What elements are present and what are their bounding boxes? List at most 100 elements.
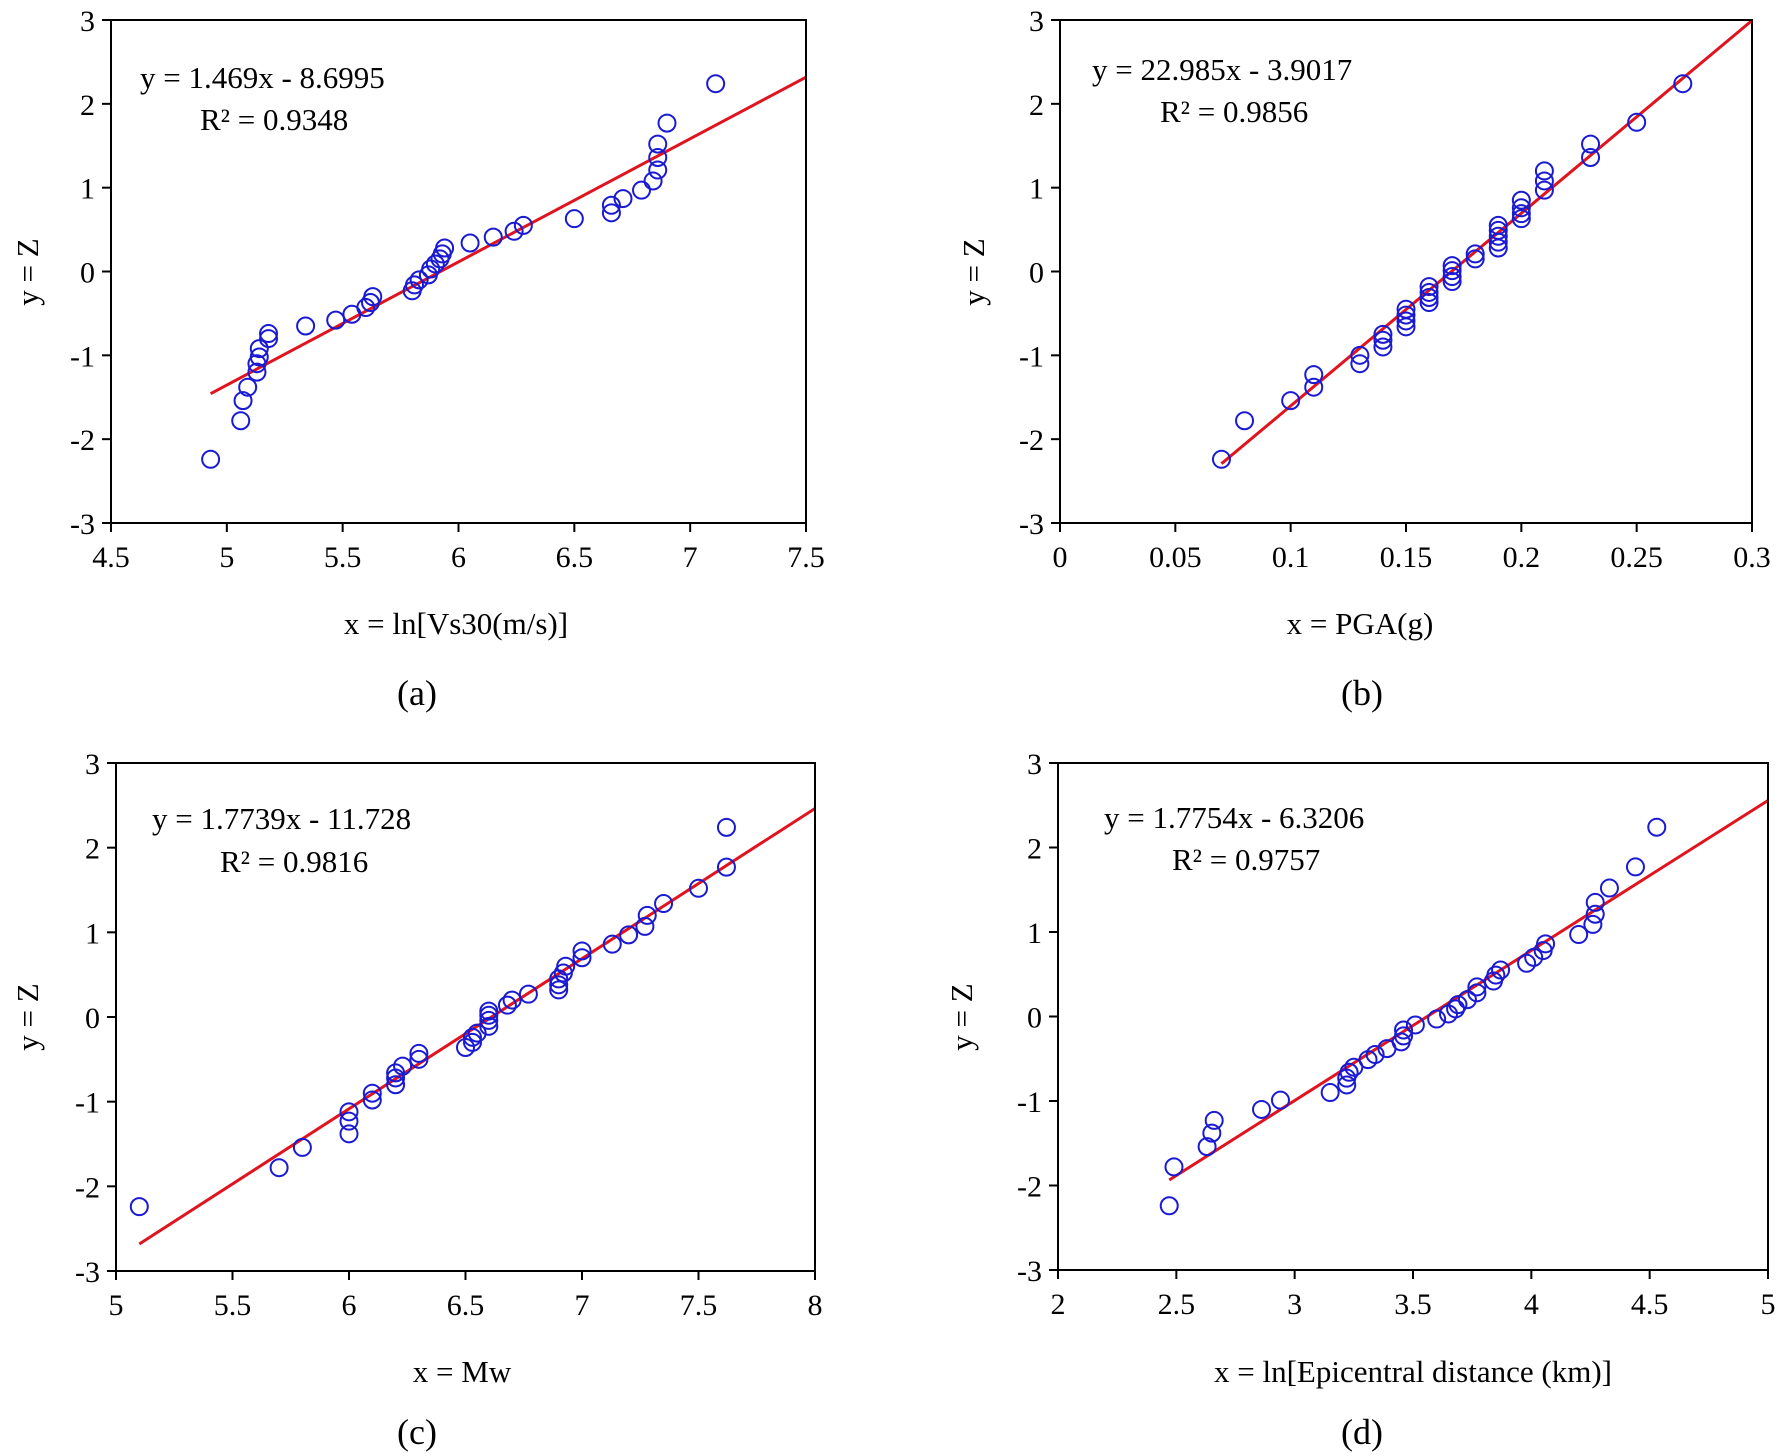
panel-b-data-point bbox=[1534, 180, 1554, 200]
panel-c-point-layer bbox=[129, 817, 736, 1217]
panel-b-data-point bbox=[1442, 267, 1462, 287]
panel-c-data-point bbox=[362, 1083, 382, 1103]
panel-b-point-layer bbox=[1211, 74, 1693, 469]
panel-b-data-point bbox=[1419, 282, 1439, 302]
panel-a-data-point bbox=[201, 449, 221, 469]
panel-a-data-point bbox=[601, 203, 621, 223]
panel-d-data-point bbox=[1394, 1026, 1414, 1046]
panel-a-y-tick-label: 2 bbox=[80, 89, 95, 122]
panel-b-x-tick-label: 0.2 bbox=[1503, 541, 1541, 574]
panel-c-data-point bbox=[467, 1023, 487, 1043]
panel-d-x-tick-label: 4 bbox=[1524, 1288, 1539, 1321]
panel-c-data-point bbox=[602, 934, 622, 954]
panel-d-data-point bbox=[1339, 1062, 1359, 1082]
panel-c-data-point bbox=[716, 857, 736, 877]
panel-b-x-tick-label: 0.25 bbox=[1610, 541, 1663, 574]
panel-b-data-point bbox=[1396, 311, 1416, 331]
panel-b-data-point bbox=[1211, 449, 1231, 469]
panel-c-x-tick-label: 5.5 bbox=[214, 1289, 252, 1322]
panel-a-data-point bbox=[648, 147, 668, 167]
panel-c-data-point bbox=[502, 990, 522, 1010]
panel-c-data-point bbox=[339, 1111, 359, 1131]
panel-a-data-point bbox=[648, 160, 668, 180]
panel-b-x-tick-label: 0 bbox=[1053, 541, 1068, 574]
panel-a-data-point bbox=[404, 275, 424, 295]
panel-b-x-tick-label: 0.15 bbox=[1380, 541, 1433, 574]
panel-b-data-point bbox=[1627, 112, 1647, 132]
panel-b-data-point bbox=[1373, 324, 1393, 344]
panel-b-data-point bbox=[1488, 215, 1508, 235]
panel-c-equation: y = 1.7739x - 11.728 bbox=[152, 801, 411, 836]
panel-c-data-point bbox=[339, 1124, 359, 1144]
panel-b-y-tick-label: 2 bbox=[1029, 89, 1044, 122]
panel-b-fit-layer bbox=[1220, 19, 1753, 465]
panel-d: 2 2.5 3 3.5 4 4.5 5 -3 -2 -1 0 1 2 3 y = 1.7754x - 6.… bbox=[944, 748, 1776, 1452]
panel-c-data-point bbox=[572, 941, 592, 961]
panel-d-label: (d) bbox=[1341, 1412, 1383, 1452]
panel-d-data-point bbox=[1486, 965, 1506, 985]
panel-c-x-tick-label: 8 bbox=[808, 1289, 823, 1322]
panel-a-data-point bbox=[504, 221, 524, 241]
panel-a-data-point bbox=[409, 270, 429, 290]
panel-d-data-point bbox=[1536, 934, 1556, 954]
panel-d-data-point bbox=[1204, 1110, 1224, 1130]
panel-b-data-point bbox=[1419, 293, 1439, 313]
panel-d-data-point bbox=[1337, 1075, 1357, 1095]
panel-b-data-point bbox=[1235, 411, 1255, 431]
panel-a-data-point bbox=[231, 411, 251, 431]
panel-d-y-tick-label: 0 bbox=[1027, 1002, 1042, 1035]
panel-c-data-point bbox=[549, 975, 569, 995]
panel-b-r-squared: R² = 0.9856 bbox=[1160, 94, 1308, 129]
panel-c-data-point bbox=[654, 894, 674, 914]
panel-b-data-point bbox=[1304, 365, 1324, 385]
panel-a-data-point bbox=[238, 377, 258, 397]
panel-b-equation: y = 22.985x - 3.9017 bbox=[1092, 52, 1352, 87]
panel-a-data-point bbox=[421, 259, 441, 279]
panel-a-data-point bbox=[706, 74, 726, 94]
panel-a-data-point bbox=[356, 298, 376, 318]
panel-b-y-tick-label: -1 bbox=[1019, 340, 1044, 373]
panel-d-data-point bbox=[1394, 1020, 1414, 1040]
panel-a-tick-layer: 4.5 5 5.5 6 6.5 7 7.5 -3 -2 -1 0 1 2 3 bbox=[70, 5, 825, 574]
panel-a-data-point bbox=[483, 227, 503, 247]
panel-b-data-point bbox=[1581, 134, 1601, 154]
panel-b-data-point bbox=[1419, 287, 1439, 307]
panel-d-data-point bbox=[1159, 1196, 1179, 1216]
panel-a-data-point bbox=[249, 347, 269, 367]
panel-d-y-tick-label: 3 bbox=[1027, 748, 1042, 781]
panel-b-y-tick-label: -3 bbox=[1019, 508, 1044, 541]
panel-d-data-point bbox=[1164, 1157, 1184, 1177]
panel-d-data-point bbox=[1446, 999, 1466, 1019]
panel-d-data-point bbox=[1647, 817, 1667, 837]
panel-c-data-point bbox=[572, 948, 592, 968]
panel-d-data-point bbox=[1202, 1123, 1222, 1143]
panel-d-data-point bbox=[1197, 1137, 1217, 1157]
panel-c-data-point bbox=[393, 1056, 413, 1076]
panel-b-data-point bbox=[1442, 256, 1462, 276]
panel-d-x-tick-label: 2.5 bbox=[1158, 1288, 1196, 1321]
panel-d-x-tick-label: 4.5 bbox=[1631, 1288, 1669, 1321]
panel-c-data-point bbox=[409, 1049, 429, 1069]
panel-c-data-point bbox=[292, 1137, 312, 1157]
panel-b-label: (b) bbox=[1341, 673, 1383, 713]
panel-a-point-layer bbox=[201, 74, 726, 469]
panel-c-y-tick-label: 1 bbox=[85, 917, 100, 950]
panel-a-data-point bbox=[363, 287, 383, 307]
panel-a-x-tick-label: 7 bbox=[683, 541, 698, 574]
panel-a-data-point bbox=[259, 324, 279, 344]
panel-a-fit-line bbox=[209, 75, 807, 395]
panel-b-plot-frame bbox=[1059, 19, 1753, 524]
panel-a-x-tick-label: 5.5 bbox=[324, 541, 362, 574]
panel-d-data-point bbox=[1252, 1099, 1272, 1119]
panel-a-x-tick-label: 5 bbox=[219, 541, 234, 574]
panel-b-data-point bbox=[1350, 345, 1370, 365]
panel-a-y-tick-label: -3 bbox=[70, 508, 95, 541]
panel-c-x-axis-label: x = Mw bbox=[413, 1354, 512, 1389]
panel-d-x-axis-label: x = ln[Epicentral distance (km)] bbox=[1214, 1354, 1612, 1389]
panel-a-x-tick-label: 7.5 bbox=[787, 541, 825, 574]
panel-c-plot-frame bbox=[115, 762, 816, 1272]
panel-d-data-point bbox=[1491, 960, 1511, 980]
panel-d-data-point bbox=[1365, 1045, 1385, 1065]
panel-a-data-point bbox=[435, 238, 455, 258]
